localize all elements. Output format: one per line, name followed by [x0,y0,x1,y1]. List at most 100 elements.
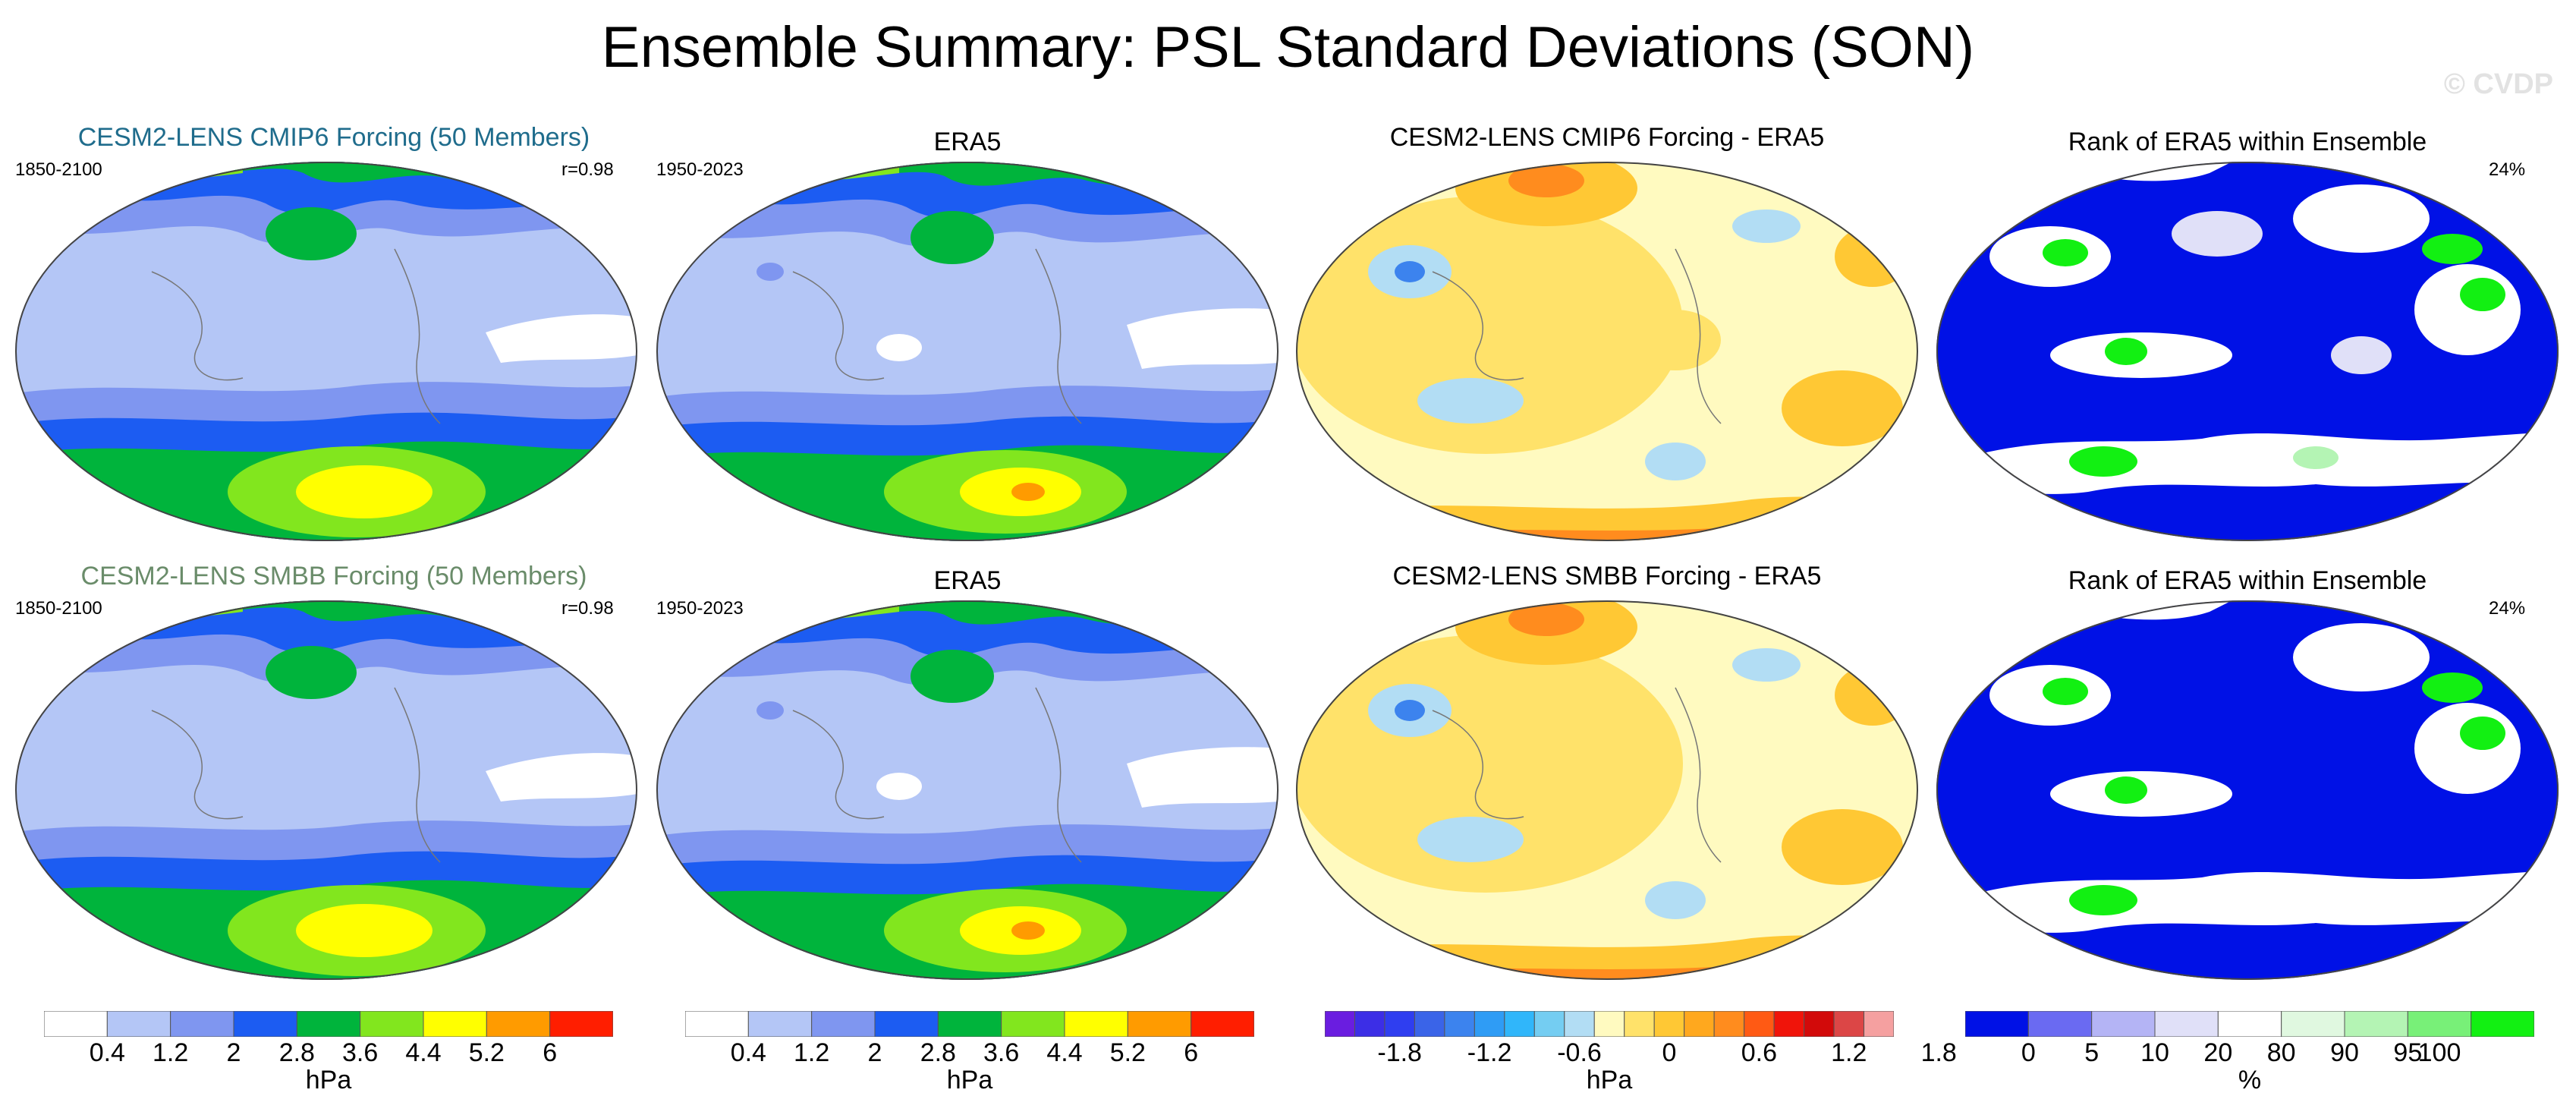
difference-colorbar-tick-label: 0 [1662,1038,1677,1067]
stddev-colorbar-swatch [811,1011,876,1037]
rank-colorbar-swatch [2154,1011,2219,1037]
stddev-colorbar-swatch [233,1011,297,1037]
row1-obs-years: 1950-2023 [656,159,744,180]
rank-colorbar-swatch [2091,1011,2156,1037]
difference-colorbar-swatch [1384,1011,1415,1037]
rank-colorbar-swatch [2344,1011,2408,1037]
row1-rank-map [1936,162,2559,541]
difference-colorbar-swatch [1325,1011,1355,1037]
difference-colorbar-swatch [1444,1011,1475,1037]
stddev-colorbar-swatch [937,1011,1002,1037]
rank-colorbar-swatch [2407,1011,2472,1037]
row1-obs-title: ERA5 [933,128,1002,156]
row2-model-years: 1850-2100 [15,598,102,619]
rank-colorbar-tick-label: 10 [2140,1038,2169,1067]
rank-colorbar-tick-label: 90 [2330,1038,2359,1067]
difference-colorbar-swatch [1773,1011,1805,1037]
row1-rank-title: Rank of ERA5 within Ensemble [2068,128,2427,156]
stddev-colorbar-swatch [1127,1011,1192,1037]
stddev-colorbar-swatch [296,1011,361,1037]
stddev-colorbar-swatch [360,1011,424,1037]
difference-colorbar-tick-label: 1.2 [1831,1038,1867,1067]
difference-colorbar-swatch [1713,1011,1745,1037]
difference-colorbar-swatch [1653,1011,1685,1037]
rank-colorbar-tick-label: 5 [2084,1038,2099,1067]
row1-pattern-corr: r=0.98 [561,159,614,180]
row2-pattern-corr: r=0.98 [561,598,614,619]
difference-colorbar-swatch [1864,1011,1894,1037]
stddev-colorbar-tick-label: 2 [867,1038,882,1067]
stddev-colorbar-tick-label: 4.4 [405,1038,442,1067]
difference-colorbar-swatch [1684,1011,1715,1037]
stddev-colorbar-1 [44,1011,613,1037]
stddev-colorbar-swatch [874,1011,939,1037]
stddev-colorbar-2-unit: hPa [946,1066,993,1095]
difference-colorbar-tick-label: -1.2 [1467,1038,1512,1067]
rank-colorbar [1965,1011,2534,1037]
stddev-colorbar-tick-label: 1.2 [153,1038,189,1067]
stddev-colorbar-tick-label: 0.4 [89,1038,125,1067]
rank-colorbar-swatch [2471,1011,2534,1037]
rank-colorbar-tick-label: 80 [2266,1038,2296,1067]
row1-rank-percent: 24% [2489,159,2526,180]
difference-colorbar-unit: hPa [1586,1066,1633,1095]
rank-colorbar-tick-label: 100 [2417,1038,2461,1067]
row1-model-stddev-map [15,162,637,541]
difference-colorbar-swatch [1624,1011,1655,1037]
difference-colorbar-swatch [1804,1011,1835,1037]
stddev-colorbar-tick-label: 0.4 [730,1038,766,1067]
row1-obs-stddev-map [656,162,1279,541]
cvdp-watermark: © CVDP [2443,68,2553,100]
stddev-colorbar-tick-label: 1.2 [794,1038,830,1067]
stddev-colorbar-swatch [549,1011,613,1037]
figure-title: Ensemble Summary: PSL Standard Deviation… [601,15,1975,80]
stddev-colorbar-tick-label: 3.6 [983,1038,1020,1067]
difference-colorbar-tick-label: 1.8 [1920,1038,1957,1067]
stddev-colorbar-swatch [106,1011,171,1037]
stddev-colorbar-swatch [1001,1011,1065,1037]
difference-colorbar [1325,1011,1894,1037]
difference-colorbar-tick-label: -0.6 [1557,1038,1602,1067]
row2-model-title: CESM2-LENS SMBB Forcing (50 Members) [80,562,587,591]
difference-colorbar-tick-label: -1.8 [1377,1038,1422,1067]
difference-colorbar-swatch [1474,1011,1505,1037]
rank-colorbar-tick-label: 95 [2393,1038,2423,1067]
stddev-colorbar-tick-label: 6 [1184,1038,1199,1067]
row2-rank-map [1936,600,2559,980]
stddev-colorbar-swatch [44,1011,108,1037]
stddev-colorbar-swatch [423,1011,487,1037]
row2-obs-years: 1950-2023 [656,598,744,619]
stddev-colorbar-1-unit: hPa [305,1066,352,1095]
stddev-colorbar-tick-label: 5.2 [1109,1038,1146,1067]
difference-colorbar-swatch [1414,1011,1445,1037]
stddev-colorbar-swatch [170,1011,234,1037]
rank-colorbar-swatch [2027,1011,2093,1037]
difference-colorbar-swatch [1593,1011,1625,1037]
stddev-colorbar-tick-label: 3.6 [342,1038,379,1067]
stddev-colorbar-swatch [1190,1011,1254,1037]
stddev-colorbar-tick-label: 2 [226,1038,241,1067]
difference-colorbar-swatch [1504,1011,1535,1037]
stddev-colorbar-2 [685,1011,1254,1037]
row2-diff-title: CESM2-LENS SMBB Forcing - ERA5 [1392,562,1822,591]
row2-obs-title: ERA5 [933,566,1002,595]
stddev-colorbar-tick-label: 4.4 [1046,1038,1083,1067]
difference-colorbar-swatch [1354,1011,1386,1037]
stddev-colorbar-tick-label: 5.2 [468,1038,505,1067]
rank-colorbar-swatch [1965,1011,2029,1037]
row2-difference-map [1296,600,1918,980]
row1-difference-map [1296,162,1918,541]
stddev-colorbar-swatch [486,1011,551,1037]
stddev-colorbar-swatch [685,1011,749,1037]
rank-colorbar-tick-label: 0 [2021,1038,2036,1067]
row1-model-years: 1850-2100 [15,159,102,180]
row1-diff-title: CESM2-LENS CMIP6 Forcing - ERA5 [1389,123,1825,152]
stddev-colorbar-swatch [1064,1011,1128,1037]
row2-model-stddev-map [15,600,637,980]
row2-obs-stddev-map [656,600,1279,980]
stddev-colorbar-tick-label: 6 [543,1038,558,1067]
stddev-colorbar-tick-label: 2.8 [278,1038,315,1067]
difference-colorbar-swatch [1833,1011,1865,1037]
rank-colorbar-tick-label: 20 [2203,1038,2233,1067]
row2-rank-percent: 24% [2489,598,2526,619]
